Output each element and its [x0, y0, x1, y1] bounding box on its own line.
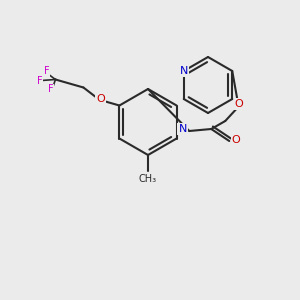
Text: N: N: [179, 124, 187, 134]
Text: O: O: [96, 94, 105, 103]
Text: H: H: [178, 124, 185, 134]
Text: F: F: [37, 76, 42, 86]
Text: CH₃: CH₃: [139, 174, 157, 184]
Text: N: N: [180, 66, 188, 76]
Text: O: O: [232, 135, 241, 145]
Text: F: F: [48, 85, 53, 94]
Text: F: F: [44, 67, 49, 76]
Text: O: O: [235, 99, 244, 109]
